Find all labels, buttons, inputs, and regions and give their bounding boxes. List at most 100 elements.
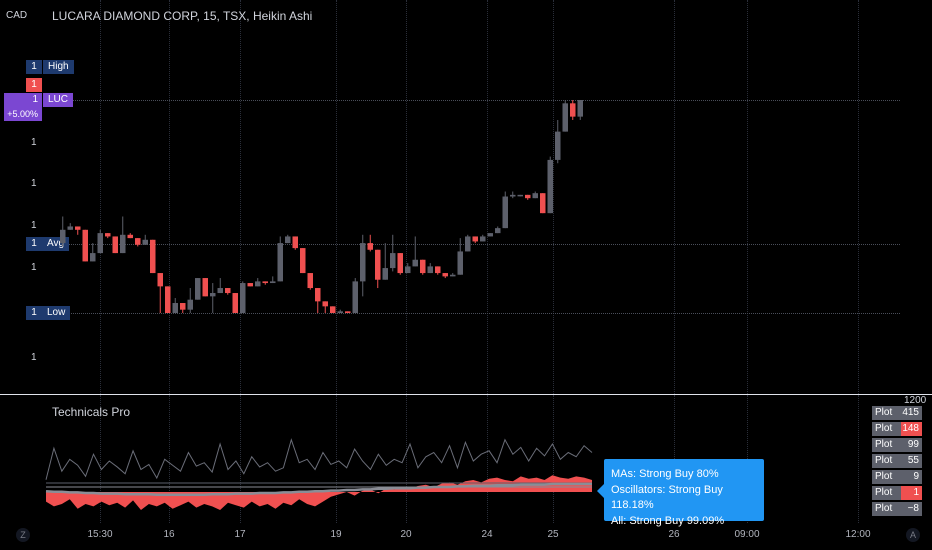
vertical-gridline — [336, 395, 337, 523]
candle-body — [465, 236, 471, 252]
time-tick-label: 20 — [400, 529, 412, 540]
vertical-gridline — [553, 395, 554, 523]
main-chart-pane[interactable]: CAD LUCARA DIAMOND CORP, 15, TSX, Heikin… — [0, 0, 932, 394]
plot-row: Plot 55 — [872, 454, 922, 468]
candle-body — [127, 234, 133, 239]
indicator-gray-line — [45, 438, 593, 480]
candle-body — [397, 253, 403, 274]
candle-body — [150, 239, 156, 274]
vertical-gridline — [240, 0, 241, 394]
vertical-gridline — [674, 0, 675, 394]
vertical-gridline — [858, 395, 859, 523]
plot-value: 55 — [901, 454, 922, 468]
vertical-gridline — [169, 0, 170, 394]
plot-label: Plot — [872, 502, 901, 516]
candle-body — [172, 303, 178, 313]
plot-value: 99 — [901, 438, 922, 452]
indicator-pane[interactable]: Technicals Pro 1200 Plot 415 Plot 148 Plot 99… — [0, 395, 932, 523]
high-price-line — [44, 100, 900, 101]
candle-body — [367, 243, 373, 250]
vertical-gridline — [553, 0, 554, 394]
low-tag: 1 Low — [26, 306, 71, 320]
time-tick-label: 15:30 — [87, 529, 113, 540]
high-tag: 1 High — [26, 60, 74, 74]
candle-body — [277, 243, 283, 282]
candle-body — [390, 253, 396, 269]
plot-label: Plot — [872, 470, 901, 484]
vertical-gridline — [487, 395, 488, 523]
candle-body — [60, 229, 66, 244]
candle-body — [120, 234, 126, 254]
candle-body — [165, 286, 171, 313]
pane-divider[interactable] — [0, 394, 932, 395]
candle-body — [285, 236, 291, 244]
time-tick-label: 24 — [481, 529, 493, 540]
plot-row: Plot 148 — [872, 422, 922, 436]
candle-body — [247, 283, 253, 287]
vertical-gridline — [858, 0, 859, 394]
candle-body — [502, 196, 508, 229]
candle-body — [547, 159, 553, 214]
candle-body — [105, 233, 111, 237]
plot-row: Plot 415 — [872, 406, 922, 420]
plot-value: 1 — [901, 486, 922, 500]
time-tick-label: 16 — [163, 529, 175, 540]
plot-value: 9 — [901, 470, 922, 484]
symbol-tag: LUC — [43, 93, 74, 107]
candle-body — [195, 278, 201, 300]
symbol-title[interactable]: LUCARA DIAMOND CORP, 15, TSX, Heikin Ash… — [52, 9, 313, 23]
candle-body — [375, 249, 381, 280]
candle-body — [382, 268, 388, 280]
candle-body — [472, 236, 478, 242]
candle-body — [495, 228, 501, 234]
candle-body — [255, 281, 261, 287]
plot-value: 148 — [901, 422, 922, 436]
candle-body — [337, 311, 343, 313]
candlestick-series — [60, 100, 583, 313]
candle-body — [487, 233, 493, 237]
auto-scale-icon[interactable]: A — [906, 528, 920, 542]
summary-oscillators: Oscillators: Strong Buy 118.18% — [611, 483, 723, 512]
plot-value: −8 — [901, 502, 922, 516]
candle-body — [142, 239, 148, 245]
candle-body — [480, 236, 486, 242]
plot-value: 415 — [901, 406, 922, 420]
candle-body — [352, 281, 358, 313]
candle-body — [315, 288, 321, 302]
candle-body — [210, 293, 216, 297]
indicator-ma-line — [45, 482, 592, 497]
vertical-gridline — [100, 0, 101, 394]
avg-tag: 1 Avg — [26, 237, 70, 251]
candle-body — [187, 299, 193, 310]
candle-body — [112, 236, 118, 254]
vertical-gridline — [336, 0, 337, 394]
price-axis-label: 1 — [31, 137, 37, 148]
plot-row: Plot 9 — [872, 470, 922, 484]
candle-body — [180, 303, 186, 310]
candle-body — [225, 288, 231, 294]
plot-row: Plot 1 — [872, 486, 922, 500]
candle-body — [135, 238, 141, 245]
candle-body — [300, 248, 306, 274]
candle-body — [427, 266, 433, 274]
zoom-icon[interactable]: Z — [16, 528, 30, 542]
candle-body — [240, 283, 246, 313]
currency-label: CAD — [6, 10, 28, 21]
vertical-gridline — [240, 395, 241, 523]
indicator-scale-top: 1200 — [904, 395, 927, 406]
plot-label: Plot — [872, 438, 901, 452]
time-axis[interactable]: Z 15:30 16 17 19 20 24 25 26 09:00 12:00 A — [0, 523, 932, 550]
time-tick-label: 17 — [234, 529, 246, 540]
current-price-tag: 1 +5.00% — [4, 93, 42, 121]
candle-body — [442, 273, 448, 277]
candle-body — [570, 103, 576, 117]
candle-body — [450, 274, 456, 277]
candle-body — [405, 266, 411, 274]
time-tick-label: 26 — [668, 529, 680, 540]
vertical-gridline — [487, 0, 488, 394]
price-axis-label: 1 — [31, 262, 37, 273]
candle-body — [412, 259, 418, 267]
indicator-name[interactable]: Technicals Pro — [52, 405, 131, 419]
vertical-gridline — [100, 395, 101, 523]
candle-body — [435, 266, 441, 274]
